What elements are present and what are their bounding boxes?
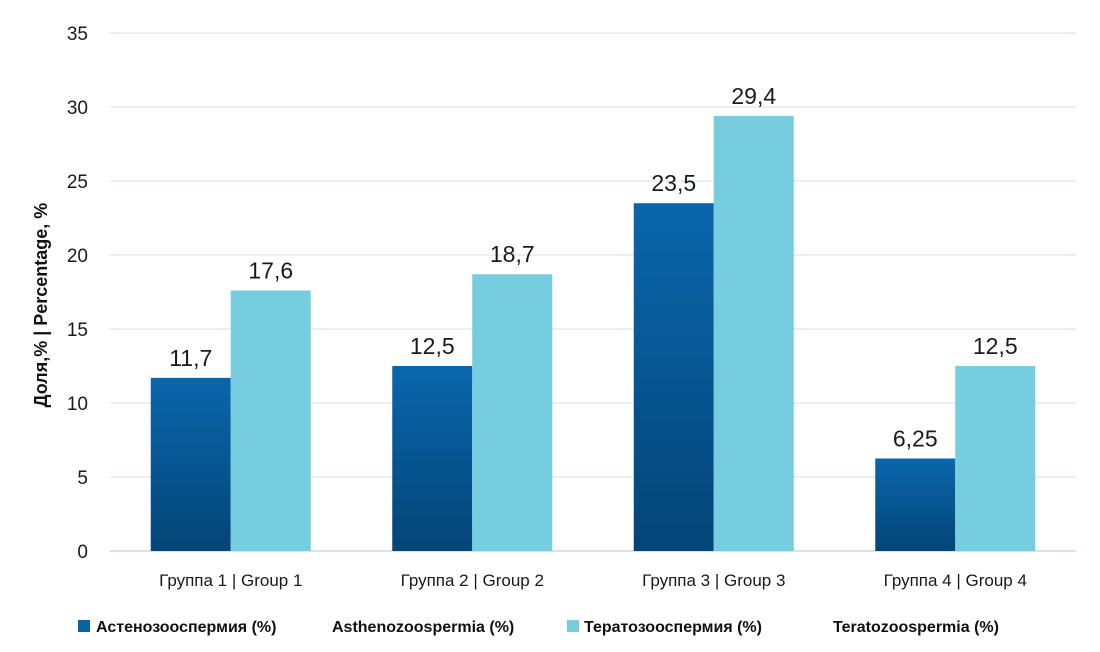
data-label-series-1-group-1: 11,7 xyxy=(169,345,212,371)
y-axis-ticks: 0 5 10 15 20 25 30 35 xyxy=(67,24,88,563)
bar-series-1-group-1 xyxy=(150,377,231,551)
y-tick-label: 15 xyxy=(67,320,88,341)
y-tick-label: 10 xyxy=(67,394,88,415)
bar-series-2-group-1 xyxy=(230,290,311,551)
x-axis-categories: Группа 1 | Group 1 Группа 2 | Group 2 Груп… xyxy=(159,571,1027,590)
y-tick-label: 35 xyxy=(67,24,88,45)
x-category-label: Группа 2 | Group 2 xyxy=(401,571,544,590)
legend-label-asthenozoospermia-en: Asthenozoospermia (%) xyxy=(332,619,514,636)
data-label-series-2-group-2: 18,7 xyxy=(490,241,535,267)
y-tick-label: 25 xyxy=(67,172,88,193)
y-tick-label: 30 xyxy=(67,98,88,119)
y-tick-label: 0 xyxy=(77,542,88,563)
data-label-series-1-group-4: 6,25 xyxy=(893,426,938,452)
legend: Астенозооспермия (%) Asthenozoospermia (… xyxy=(78,619,999,636)
bar-series-2-group-2 xyxy=(472,274,553,551)
bar-series-2-group-4 xyxy=(955,366,1036,551)
data-label-series-2-group-1: 17,6 xyxy=(248,258,293,284)
data-label-series-1-group-2: 12,5 xyxy=(410,333,455,359)
data-label-series-2-group-4: 12,5 xyxy=(973,333,1018,359)
legend-label-teratozoospermia-en: Teratozoospermia (%) xyxy=(833,619,999,636)
y-tick-label: 20 xyxy=(67,246,88,267)
x-category-label: Группа 1 | Group 1 xyxy=(159,571,302,590)
y-tick-label: 5 xyxy=(77,468,88,489)
bar-series-1-group-4 xyxy=(875,458,956,551)
data-label-series-2-group-3: 29,4 xyxy=(731,83,776,109)
data-label-series-1-group-3: 23,5 xyxy=(651,170,696,196)
bar-series-1-group-3 xyxy=(633,203,714,551)
legend-label-asthenozoospermia-ru: Астенозооспермия (%) xyxy=(96,619,276,636)
bar-series-1-group-2 xyxy=(392,366,473,551)
bar-series-2-group-3 xyxy=(713,115,794,551)
x-category-label: Группа 3 | Group 3 xyxy=(642,571,785,590)
y-axis-title: Доля,% | Percentage, % xyxy=(31,203,51,408)
x-category-label: Группа 4 | Group 4 xyxy=(884,571,1027,590)
legend-label-teratozoospermia-ru: Тератозооспермия (%) xyxy=(584,619,762,636)
data-labels: 11,7 17,6 12,5 18,7 23,5 29,4 6,25 12,5 xyxy=(169,83,1017,452)
bars xyxy=(150,115,1036,551)
legend-swatch-teratozoospermia xyxy=(567,620,579,632)
legend-swatch-asthenozoospermia xyxy=(78,620,90,632)
